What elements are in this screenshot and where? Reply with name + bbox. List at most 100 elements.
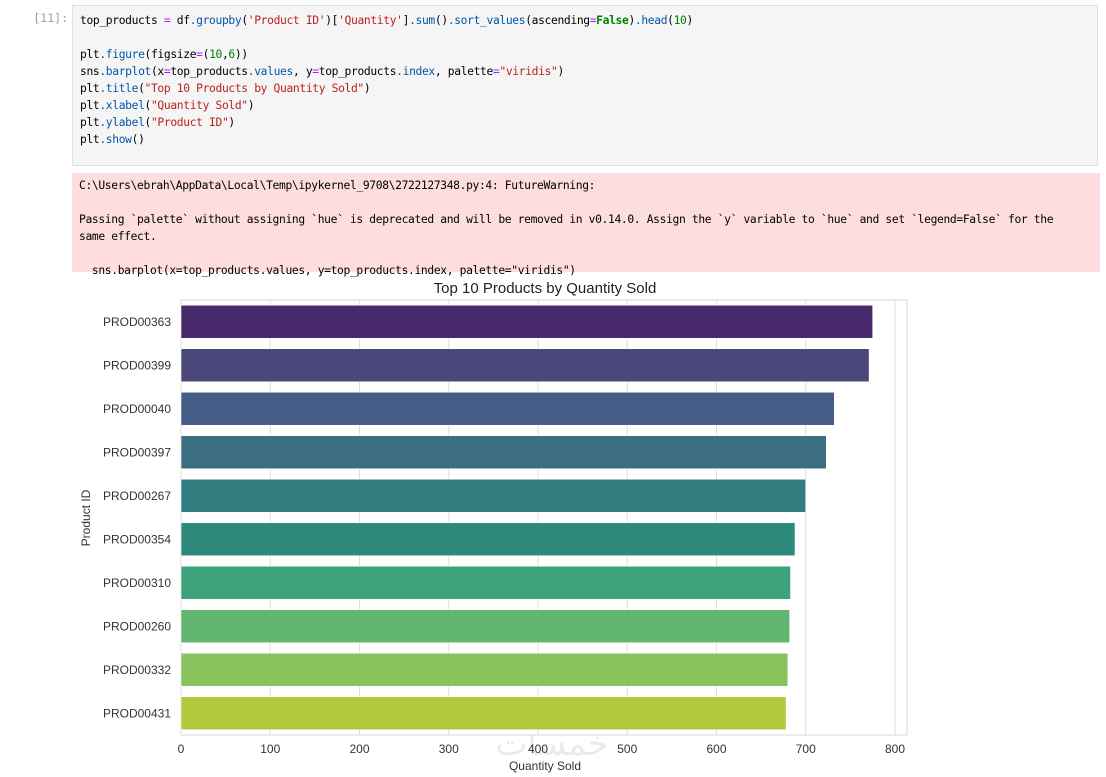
code-token: .show <box>99 133 132 146</box>
code-token: ( <box>241 14 248 27</box>
x-tick-label: 200 <box>349 742 369 756</box>
bar <box>180 348 870 383</box>
code-token: .sum <box>409 14 435 27</box>
code-token: ) <box>628 14 635 27</box>
cell-prompt: [11]: <box>33 11 68 25</box>
code-token: 10 <box>209 48 222 61</box>
code-token: top_products <box>80 14 164 27</box>
code-token: ) <box>363 82 371 95</box>
code-token: .index <box>396 65 435 78</box>
code-token: () <box>434 14 448 27</box>
bar <box>180 304 873 339</box>
code-token: "Top 10 Products by Quantity Sold" <box>144 82 365 95</box>
code-token: 6 <box>228 48 235 61</box>
code-token: ( <box>667 14 674 27</box>
code-token: plt <box>80 82 100 95</box>
code-token: .figure <box>99 48 145 61</box>
code-token: .groupby <box>189 14 242 27</box>
code-token: ( <box>202 48 210 61</box>
y-tick-label: PROD00310 <box>103 576 171 590</box>
code-token: ) <box>228 116 235 129</box>
code-token: )[ <box>325 14 339 27</box>
x-tick-label: 500 <box>617 742 637 756</box>
code-token: .ylabel <box>99 116 145 129</box>
y-tick-label: PROD00363 <box>103 315 171 329</box>
code-token: = <box>163 14 171 27</box>
y-tick-label: PROD00040 <box>103 402 171 416</box>
code-line: plt.xlabel("Quantity Sold") <box>80 97 1097 114</box>
code-token: = <box>492 65 500 78</box>
code-token: (x <box>150 65 164 78</box>
code-token: 'Product ID' <box>247 14 326 27</box>
code-token: "Quantity Sold" <box>150 99 248 112</box>
warning-message: Passing `palette` without assigning `hue… <box>79 213 1054 226</box>
y-tick-label: PROD00332 <box>103 663 171 677</box>
code-cell-editor[interactable]: top_products = df.groupby('Product ID')[… <box>72 5 1098 166</box>
x-tick-label: 800 <box>885 742 905 756</box>
code-token: , y <box>292 65 313 78</box>
code-token: top_products <box>170 65 248 78</box>
code-token: ( <box>144 116 152 129</box>
bar <box>180 565 791 600</box>
code-token: ( <box>138 82 145 95</box>
code-line: top_products = df.groupby('Product ID')[… <box>80 12 1097 29</box>
code-token: (figsize <box>144 48 197 61</box>
code-token: "Product ID" <box>150 116 229 129</box>
bar <box>180 435 827 470</box>
code-token: , <box>221 48 229 61</box>
y-tick-label: PROD00267 <box>103 489 171 503</box>
code-token: = <box>312 65 319 78</box>
bar <box>180 696 787 731</box>
bar <box>180 609 790 644</box>
x-tick-label: 0 <box>178 742 185 756</box>
code-token: False <box>596 14 629 27</box>
code-token: 'Quantity' <box>338 14 403 27</box>
code-token: .values <box>247 65 294 78</box>
x-tick-label: 700 <box>796 742 816 756</box>
code-token: .sort_values <box>447 14 526 27</box>
warning-path: C:\Users\ebrah\AppData\Local\Temp\ipyker… <box>79 179 596 192</box>
code-token: ) <box>557 65 564 78</box>
bar <box>180 522 796 557</box>
code-token: ) <box>686 14 694 27</box>
code-token: .xlabel <box>99 99 145 112</box>
x-tick-label: 400 <box>528 742 548 756</box>
code-line: plt.title("Top 10 Products by Quantity S… <box>80 80 1097 97</box>
code-token: "viridis" <box>499 65 558 78</box>
chart-title: Top 10 Products by Quantity Sold <box>434 280 657 297</box>
y-tick-label: PROD00399 <box>103 358 171 372</box>
code-token: () <box>131 133 145 146</box>
code-token: plt <box>80 48 100 61</box>
warning-source-line: sns.barplot(x=top_products.values, y=top… <box>79 264 576 277</box>
code-line: plt.ylabel("Product ID") <box>80 114 1097 131</box>
code-token: 10 <box>673 14 687 27</box>
code-line: sns.barplot(x=top_products.values, y=top… <box>80 63 1097 80</box>
y-tick-label: PROD00354 <box>103 532 171 546</box>
x-tick-label: 100 <box>260 742 280 756</box>
code-line: plt.show() <box>80 131 1097 148</box>
code-token: plt <box>80 133 100 146</box>
code-token: )) <box>234 48 248 61</box>
code-token: .barplot <box>99 65 151 78</box>
code-token: , palette <box>434 65 493 78</box>
x-tick-label: 300 <box>439 742 459 756</box>
code-token: .title <box>99 82 139 95</box>
code-token: = <box>163 65 171 78</box>
code-token: = <box>589 14 597 27</box>
code-token: plt <box>80 116 100 129</box>
bar <box>180 391 835 426</box>
code-line: plt.figure(figsize=(10,6)) <box>80 46 1097 63</box>
code-token: .head <box>634 14 668 27</box>
y-tick-label: PROD00397 <box>103 445 171 459</box>
x-axis-label: Quantity Sold <box>509 759 581 773</box>
code-token: ] <box>402 14 410 27</box>
warning-output: C:\Users\ebrah\AppData\Local\Temp\ipyker… <box>72 173 1100 277</box>
code-token: plt <box>80 99 100 112</box>
code-token: sns <box>80 65 100 78</box>
code-token: = <box>196 48 203 61</box>
y-tick-label: PROD00260 <box>103 619 171 633</box>
code-token: df <box>170 14 190 27</box>
bar <box>180 652 789 687</box>
warning-message-cont: same effect. <box>79 230 157 243</box>
x-tick-label: 600 <box>706 742 726 756</box>
